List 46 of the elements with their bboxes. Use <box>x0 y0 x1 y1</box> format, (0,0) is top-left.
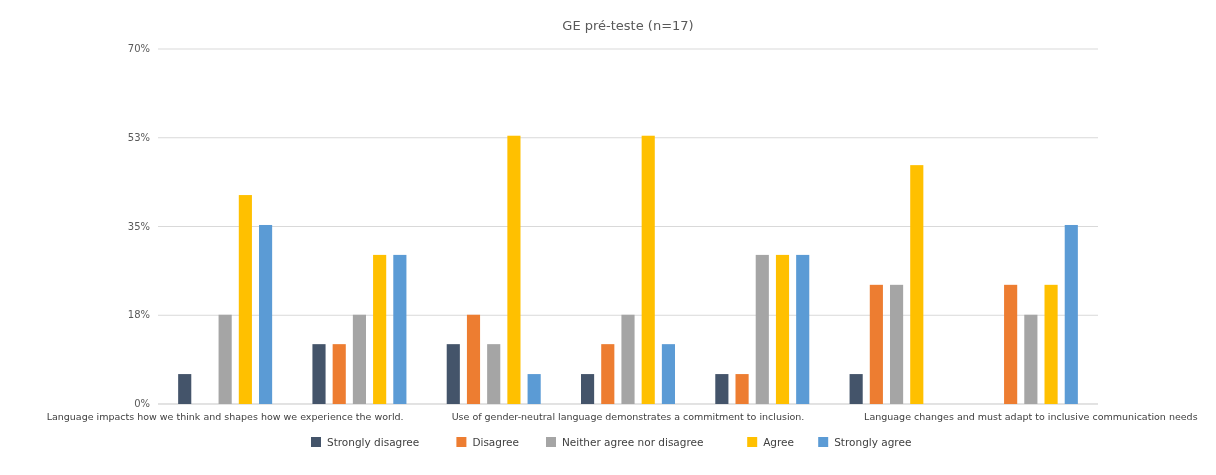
y-tick-label: 35% <box>127 220 150 232</box>
chart-title: GE pré-teste (n=17) <box>562 18 694 33</box>
legend-label: Strongly disagree <box>327 436 420 448</box>
bar <box>507 135 521 404</box>
bar <box>352 314 366 404</box>
bar <box>1024 314 1038 404</box>
bar <box>218 314 232 404</box>
bar <box>601 344 615 404</box>
bar <box>910 165 924 404</box>
bar <box>393 254 407 404</box>
legend-label: Disagree <box>472 436 519 448</box>
bar <box>796 254 810 404</box>
bar <box>1044 284 1058 404</box>
bar <box>373 254 387 404</box>
bar <box>849 374 863 404</box>
bar <box>890 284 904 404</box>
x-tick-label: Language impacts how we think and shapes how we experience the world. <box>46 411 404 422</box>
bar <box>332 344 346 404</box>
bar <box>487 344 501 404</box>
bar <box>527 374 541 404</box>
legend-label: Agree <box>763 436 795 448</box>
bar <box>581 374 595 404</box>
bar <box>869 284 883 404</box>
bar <box>775 254 790 404</box>
bar <box>259 224 273 404</box>
bar <box>312 344 326 404</box>
x-tick-label: Use of gender-neutral language demonstrates a commitment to inclusion. <box>451 411 805 422</box>
legend-label: Neither agree nor disagree <box>562 436 704 448</box>
bar <box>715 374 729 404</box>
bar <box>446 344 460 404</box>
y-tick-label: 0% <box>134 398 150 409</box>
bar <box>735 374 749 404</box>
legend-label: Strongly agree <box>834 436 912 448</box>
bar <box>466 314 481 404</box>
bar <box>621 314 635 404</box>
bar <box>1004 284 1018 404</box>
bar <box>641 135 655 404</box>
x-tick-label: Language changes and must adapt to inclusive communication needs <box>864 411 1198 422</box>
bar <box>661 344 675 404</box>
bar <box>238 195 252 404</box>
bar <box>755 254 769 404</box>
y-tick-label: 70% <box>127 43 150 54</box>
y-tick-label: 18% <box>127 309 150 321</box>
bar <box>178 374 192 404</box>
y-tick-label: 53% <box>127 131 150 143</box>
bar <box>1064 224 1078 404</box>
